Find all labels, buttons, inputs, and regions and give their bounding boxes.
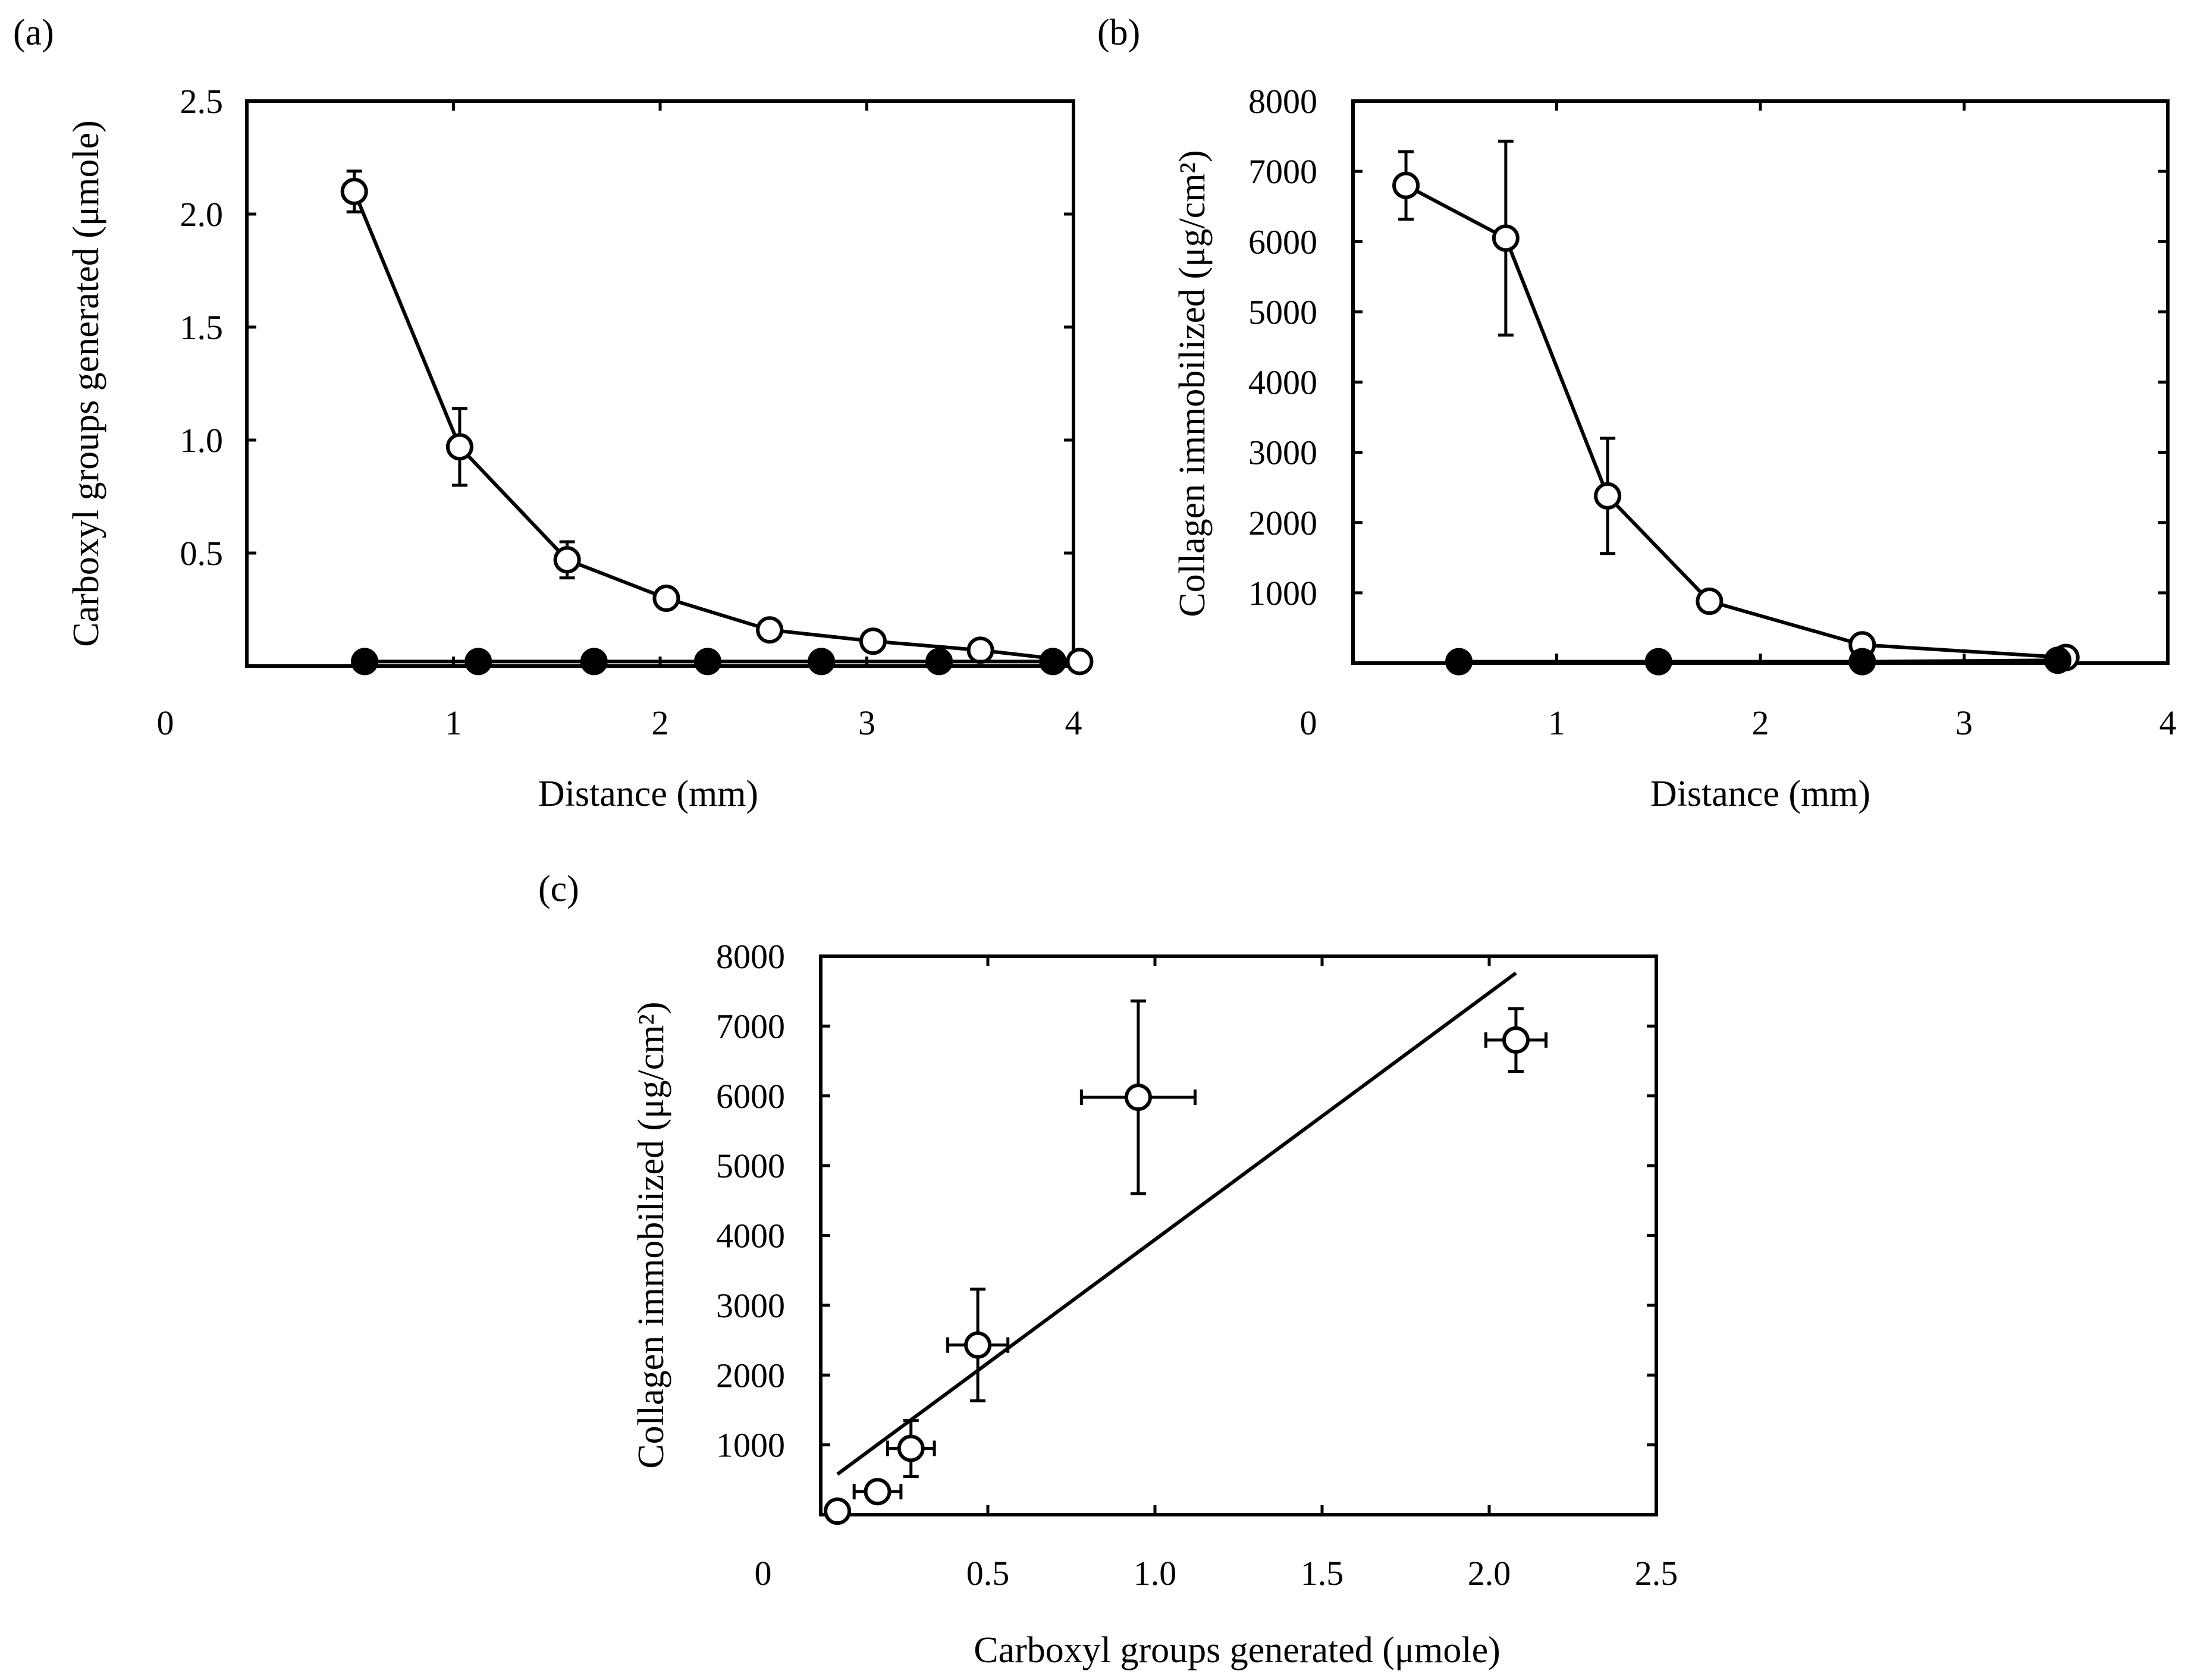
series-line bbox=[1405, 184, 2066, 660]
filled-data-point bbox=[464, 648, 492, 676]
open-data-point bbox=[652, 585, 680, 612]
filled-data-point bbox=[1848, 648, 1876, 676]
y-tick-label: 6000 bbox=[716, 1077, 785, 1116]
x-axis-label: Distance (mm) bbox=[1650, 774, 1870, 814]
y-tick-label: 2000 bbox=[1248, 504, 1317, 542]
x-tick-label: 2 bbox=[1752, 704, 1769, 742]
filled-data-point bbox=[351, 648, 379, 676]
x-tick-label: 2 bbox=[652, 704, 669, 742]
filled-data-point bbox=[1039, 648, 1067, 676]
open-data-point bbox=[964, 1331, 992, 1359]
y-tick-label: 1.5 bbox=[180, 308, 224, 347]
x-tick-label: 4 bbox=[2159, 704, 2177, 742]
filled-data-point bbox=[808, 648, 836, 676]
open-data-point bbox=[897, 1434, 925, 1462]
y-tick-label: 4000 bbox=[1248, 363, 1317, 402]
open-data-point bbox=[1492, 224, 1520, 252]
y-axis-label: Collagen immobilized (μg/cm²) bbox=[1172, 150, 1213, 617]
origin-label: 0 bbox=[1300, 704, 1317, 742]
y-tick-label: 4000 bbox=[716, 1217, 785, 1255]
y-tick-label: 5000 bbox=[1248, 293, 1317, 331]
x-tick-label: 2.0 bbox=[1468, 1554, 1511, 1593]
x-tick-label: 1.5 bbox=[1301, 1554, 1344, 1593]
open-data-point bbox=[553, 546, 581, 574]
open-data-point bbox=[1392, 171, 1420, 199]
panel-label: (a) bbox=[13, 12, 54, 53]
open-data-point bbox=[966, 636, 994, 664]
y-tick-label: 2000 bbox=[716, 1356, 785, 1395]
y-tick-label: 8000 bbox=[716, 937, 785, 976]
origin-label: 0 bbox=[157, 704, 174, 742]
origin-label: 0 bbox=[755, 1554, 772, 1593]
open-data-point bbox=[1502, 1026, 1530, 1054]
filled-data-point bbox=[925, 648, 953, 676]
x-tick-label: 4 bbox=[1065, 704, 1082, 742]
x-tick-label: 3 bbox=[858, 704, 875, 742]
open-data-point bbox=[445, 433, 473, 461]
filled-data-point bbox=[693, 648, 721, 676]
y-tick-label: 8000 bbox=[1248, 82, 1317, 121]
x-axis-label: Carboxyl groups generated (μmole) bbox=[974, 1630, 1500, 1670]
x-tick-label: 1 bbox=[1548, 704, 1565, 742]
y-axis-label: Carboxyl groups generated (μmole) bbox=[66, 120, 106, 646]
open-data-point bbox=[1594, 482, 1622, 510]
open-data-point bbox=[756, 616, 784, 644]
panel-a: (a) 0 1 2 3 4 0.5 1.0 1.5 2.0 2.5 Distance (mm) Carb… bbox=[13, 12, 1094, 814]
x-tick-label: 0.5 bbox=[966, 1554, 1010, 1593]
open-data-point bbox=[340, 178, 368, 205]
x-axis-label: Distance (mm) bbox=[538, 774, 758, 814]
open-data-point bbox=[864, 1478, 891, 1506]
y-tick-label: 7000 bbox=[1248, 152, 1317, 191]
y-tick-label: 1000 bbox=[716, 1426, 785, 1465]
filled-data-point bbox=[1644, 648, 1672, 676]
open-data-point bbox=[1124, 1084, 1152, 1111]
y-tick-label: 3000 bbox=[1248, 434, 1317, 472]
y-tick-label: 0.5 bbox=[180, 534, 224, 573]
y-tick-label: 2.5 bbox=[180, 82, 224, 121]
x-tick-label: 1 bbox=[445, 704, 462, 742]
panel-label: (c) bbox=[538, 869, 579, 909]
x-tick-label: 1.0 bbox=[1134, 1554, 1177, 1593]
panel-c: (c) 0 0.5 1.0 1.5 2.0 2.5 1000 2000 3000 4000 5000 6… bbox=[538, 869, 1678, 1670]
open-data-point bbox=[824, 1497, 852, 1525]
y-axis-label: Collagen immobilized (μg/cm²) bbox=[631, 1001, 671, 1468]
y-tick-label: 6000 bbox=[1248, 222, 1317, 261]
filled-data-point bbox=[2044, 646, 2072, 674]
panel-label: (b) bbox=[1097, 12, 1140, 53]
filled-data-point bbox=[580, 648, 608, 676]
panel-b: (b) 0 1 2 3 4 1000 2000 3000 4000 5000 6000 7000 8000… bbox=[1097, 12, 2177, 814]
y-tick-label: 1.0 bbox=[180, 421, 224, 460]
x-tick-label: 2.5 bbox=[1635, 1554, 1678, 1593]
y-tick-label: 5000 bbox=[716, 1147, 785, 1185]
x-tick-label: 3 bbox=[1955, 704, 1973, 742]
y-tick-label: 7000 bbox=[716, 1007, 785, 1045]
filled-data-point bbox=[1445, 648, 1473, 676]
open-data-point bbox=[859, 627, 887, 655]
y-tick-label: 1000 bbox=[1248, 574, 1317, 613]
fit-line bbox=[836, 971, 1517, 1476]
series-line bbox=[352, 190, 1080, 664]
open-data-point bbox=[1696, 588, 1724, 616]
series-line bbox=[1459, 658, 2058, 664]
open-data-point bbox=[1066, 648, 1094, 676]
y-tick-label: 3000 bbox=[716, 1286, 785, 1325]
y-tick-label: 2.0 bbox=[180, 195, 224, 234]
